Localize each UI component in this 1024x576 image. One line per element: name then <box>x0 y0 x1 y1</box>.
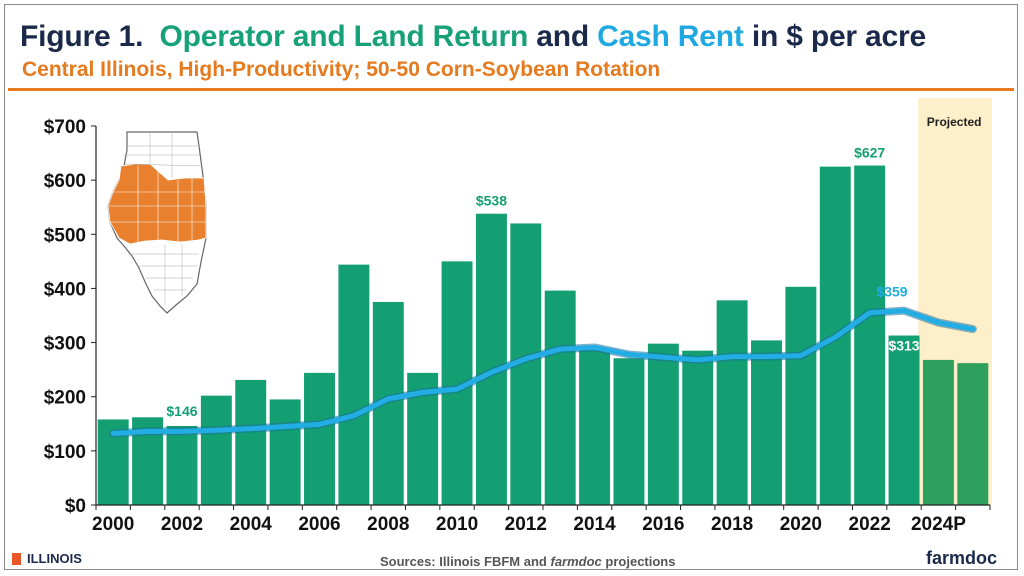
bar-2022 <box>854 165 886 505</box>
x-tick-label: 2012 <box>505 514 547 535</box>
rent-line <box>110 308 976 437</box>
y-tick-label: $500 <box>44 225 86 246</box>
x-tick-label: 2010 <box>436 514 478 535</box>
slide-frame <box>4 4 1018 570</box>
y-tick-label: $300 <box>44 334 86 355</box>
x-tick-label: 2002 <box>161 514 203 535</box>
central-illinois-region <box>107 163 207 245</box>
county-lines <box>124 132 203 305</box>
figure-title: Figure 1. Operator and Land Return and C… <box>20 20 926 54</box>
bar-2011 <box>475 213 507 505</box>
bar-2015 <box>613 358 645 505</box>
x-tick-label: 2008 <box>367 514 409 535</box>
title-prefix: Figure 1. <box>20 20 144 53</box>
illinois-logo-text: ILLINOIS <box>27 551 82 566</box>
title-suffix: in $ per acre <box>751 20 926 53</box>
projected-label: Projected <box>927 115 982 129</box>
bar-2025P <box>957 363 989 505</box>
sources-em: farmdoc <box>550 554 602 569</box>
bar-2020 <box>785 286 817 505</box>
bar-2007 <box>338 264 370 505</box>
data-label-2022: $627 <box>854 145 885 161</box>
bar-2006 <box>304 372 335 505</box>
header-divider <box>8 88 1014 91</box>
bar-2005 <box>269 399 301 505</box>
bar-2023 <box>888 335 920 505</box>
x-tick-label: 2022 <box>849 514 891 535</box>
y-tick-label: $700 <box>44 117 86 138</box>
region-county-lines <box>109 166 206 242</box>
title-part1: Operator and Land Return <box>159 20 529 53</box>
x-tick-label: 2006 <box>298 514 340 535</box>
bar-2013 <box>544 290 576 505</box>
bar-2024P <box>922 359 954 505</box>
x-tick-label: 2004 <box>230 514 273 535</box>
x-tick-label: 2014 <box>573 514 616 535</box>
x-tick-label: 2000 <box>92 514 134 535</box>
bar-2002 <box>166 425 198 505</box>
figure-subtitle: Central Illinois, High-Productivity; 50-… <box>22 58 661 81</box>
y-tick-label: $200 <box>44 388 86 409</box>
x-tick-label: 2018 <box>711 514 753 535</box>
bar-2003 <box>200 395 232 505</box>
x-tick-label: 2016 <box>642 514 684 535</box>
title-part2: Cash Rent <box>597 20 744 53</box>
bar-2017 <box>682 350 714 505</box>
y-tick-label: $100 <box>44 442 86 463</box>
illini-i-icon <box>12 552 21 565</box>
y-tick-label: $0 <box>65 496 86 517</box>
bar-2018 <box>716 300 748 505</box>
data-label-2011: $538 <box>476 193 507 209</box>
data-label-2023: $359 <box>876 284 907 300</box>
x-tick-label: 2020 <box>780 514 822 535</box>
x-tick-label: 2024P <box>911 514 966 535</box>
title-and: and <box>536 20 589 53</box>
y-tick-label: $400 <box>44 279 86 300</box>
data-label-2002: $146 <box>166 403 197 419</box>
bar-2004 <box>235 379 267 505</box>
sources-note: Sources: Illinois FBFM and farmdoc proje… <box>380 554 675 569</box>
bar-2019 <box>751 340 782 505</box>
data-label-2023: $313 <box>888 338 919 354</box>
y-tick-label: $600 <box>44 171 86 192</box>
sources-suffix: projections <box>605 554 676 569</box>
bar-2016 <box>647 343 679 505</box>
bar-2014 <box>579 347 611 505</box>
sources-prefix: Sources: Illinois FBFM and <box>380 554 547 569</box>
illinois-logo: ILLINOIS <box>12 551 82 566</box>
farmdoc-brand: farmdoc <box>926 548 998 568</box>
illinois-map <box>107 131 207 314</box>
